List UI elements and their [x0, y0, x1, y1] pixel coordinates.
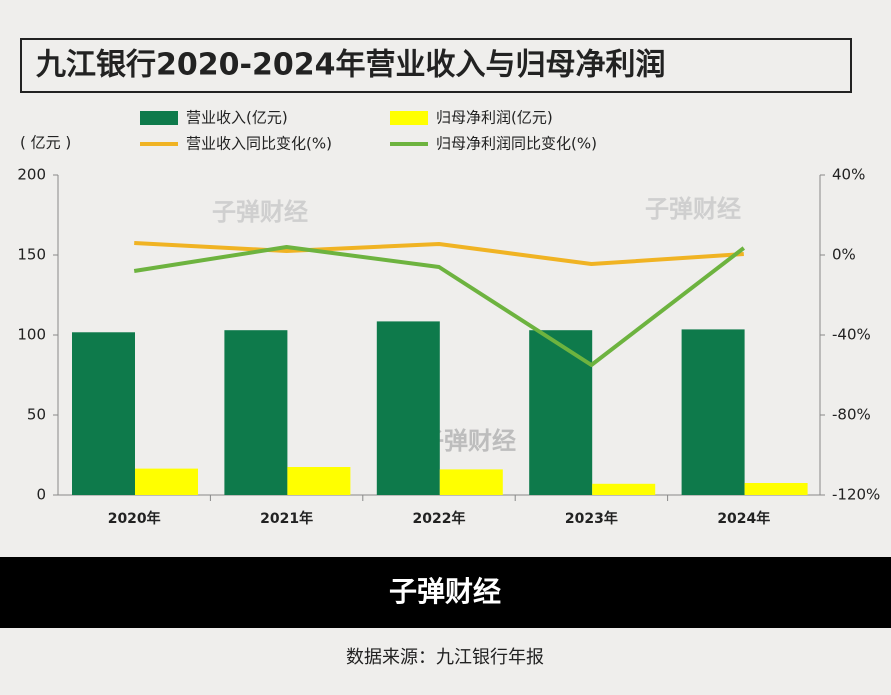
y-tick-label: 100 — [17, 326, 46, 344]
footer-band — [0, 557, 891, 628]
bar — [744, 483, 808, 495]
watermark: 子弹财经 — [212, 198, 308, 226]
bar — [224, 330, 288, 495]
bar — [376, 321, 440, 495]
title-box — [20, 38, 852, 93]
y-tick-label: 200 — [17, 166, 46, 184]
line-series — [133, 245, 746, 367]
x-tick-label: 2022年 — [413, 510, 466, 527]
y-tick-label: 150 — [17, 246, 46, 264]
x-tick-label: 2021年 — [260, 510, 313, 527]
chart-title: 九江银行2020-2024年营业收入与归母净利润 — [36, 48, 665, 83]
legend-label: 营业收入同比变化(%) — [186, 135, 332, 153]
bar — [439, 469, 503, 495]
bar — [72, 332, 135, 495]
y2-tick-label: 0% — [832, 246, 856, 264]
source-note: 数据来源：九江银行年报 — [346, 647, 544, 668]
footer-brand: 子弹财经 — [389, 575, 501, 608]
y-tick-label: 50 — [27, 406, 46, 424]
legend-label: 归母净利润(亿元) — [436, 109, 553, 127]
y2-tick-label: 40% — [832, 166, 865, 184]
bar — [592, 483, 656, 495]
watermark: 子弹财经 — [645, 195, 741, 223]
y-axis-label: ( 亿元 ) — [20, 134, 71, 152]
y2-tick-label: -80% — [832, 406, 871, 424]
bar — [135, 468, 198, 495]
x-tick-label: 2020年 — [108, 510, 161, 527]
legend-swatch — [390, 111, 428, 125]
bar — [529, 330, 593, 495]
x-tick-label: 2023年 — [565, 510, 618, 527]
y2-tick-label: -40% — [832, 326, 871, 344]
y2-tick-label: -120% — [832, 486, 880, 504]
legend-swatch — [140, 111, 178, 125]
y-tick-label: 0 — [36, 486, 46, 504]
x-tick-label: 2024年 — [717, 510, 770, 527]
bar — [287, 467, 351, 495]
legend-label: 归母净利润同比变化(%) — [436, 135, 597, 153]
legend-label: 营业收入(亿元) — [186, 109, 288, 127]
bar — [681, 329, 745, 495]
line-series — [134, 241, 744, 266]
